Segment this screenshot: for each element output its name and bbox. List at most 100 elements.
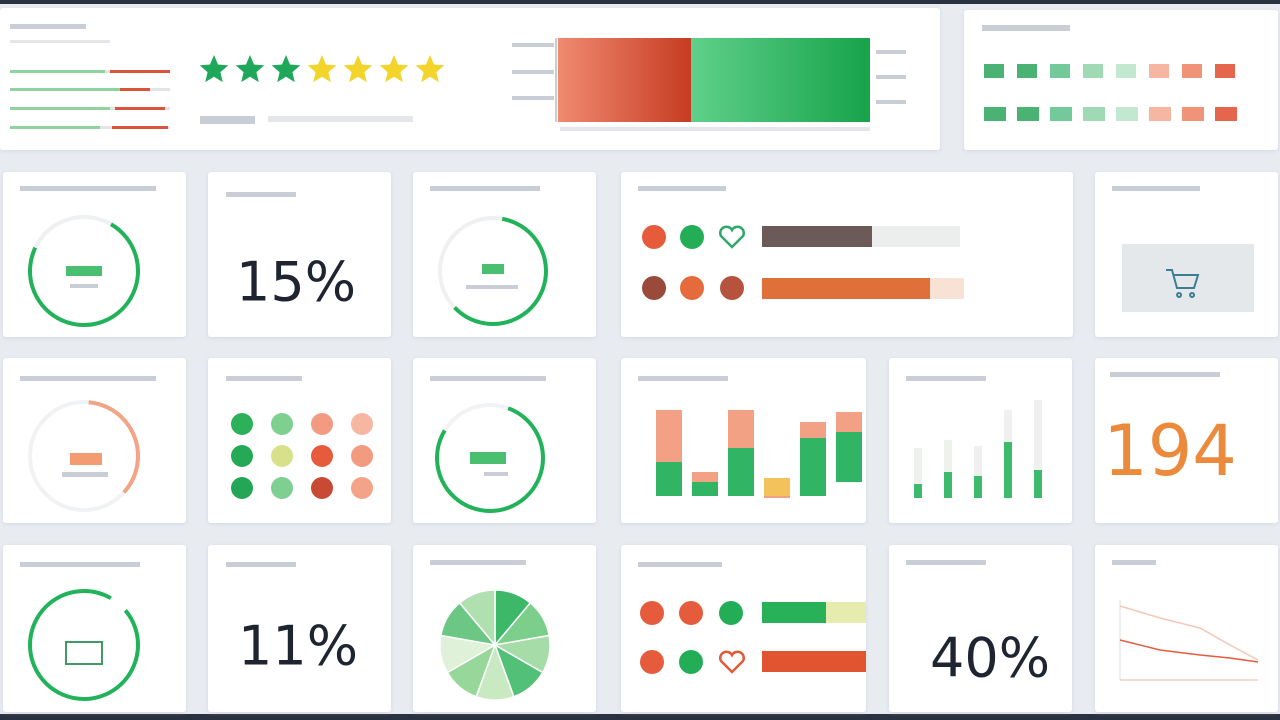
placeholder [638,376,728,381]
decor-circle [640,650,664,674]
decor-rect [800,422,826,438]
decor-rect [1149,107,1171,121]
decor-rect [0,0,1280,4]
card [621,172,1073,337]
decor-circle [28,215,140,327]
decor-rect [1215,64,1235,78]
decor-g [10,70,170,129]
decor-polyline [1119,639,1259,663]
decor-g [656,410,862,498]
decor-rect [1017,64,1037,78]
placeholder [10,24,86,29]
decor-circle [680,225,704,249]
decor-rect [1083,64,1103,78]
placeholder [1110,372,1220,377]
decor-circle [271,413,293,435]
decor-rect [974,476,982,498]
decor-rect [1034,470,1042,498]
card [889,545,1072,712]
decor-path [719,650,745,674]
decor-rect [914,448,922,498]
decor-rect [762,226,872,247]
decor-rect [1182,64,1202,78]
decor-rect [1050,107,1072,121]
decor-rect [1149,64,1169,78]
decor-rect [10,126,100,129]
decor-circle [28,589,140,701]
decor-rect [944,472,952,498]
decor-circle [679,601,703,625]
placeholder [62,472,108,477]
kpi-value: 15% [236,251,356,314]
placeholder [484,472,508,476]
decor-path [1166,269,1200,298]
placeholder [638,186,726,191]
decor-rect [692,482,718,496]
decor-rect [120,88,150,91]
decor-circle [311,445,333,467]
decor-circle [680,276,704,300]
decor-circle [438,216,548,326]
decor-circle [640,601,664,625]
placeholder [268,116,413,122]
decor-circle [435,403,545,513]
decor-rect [1034,400,1042,498]
placeholder [430,186,540,191]
card [3,172,186,337]
placeholder [430,376,546,381]
card [621,545,866,712]
kpi-value: 40% [930,627,1050,690]
decor-rect [1050,64,1070,78]
decor-rect [1017,107,1039,121]
decor-g [231,413,373,499]
decor-rect [800,438,826,496]
decor-rect [656,462,682,496]
placeholder [876,50,906,54]
kpi-value: 194 [1103,410,1237,492]
placeholder [10,40,110,43]
placeholder [20,376,156,381]
decor-rect [974,446,982,498]
decor-circle [642,225,666,249]
placeholder [1112,560,1156,565]
decor-path [379,55,409,83]
decor-g [914,400,1042,498]
placeholder [560,127,870,131]
decor-rect [65,641,103,665]
decor-rect [692,472,718,482]
decor-rect [1182,107,1204,121]
decor-path [235,55,265,83]
decor-rect [984,107,1006,121]
decor-circle [231,445,253,467]
decor-rect [1215,107,1237,121]
decor-circle [351,413,373,435]
decor-rect [944,440,952,498]
placeholder [512,96,554,100]
decor-g [199,55,445,83]
decor-rect [1116,107,1138,121]
decor-rect [115,107,165,110]
placeholder [512,70,554,74]
decor-circle [720,276,744,300]
decor-circle [231,477,253,499]
decor-path [271,55,301,83]
placeholder [876,100,906,104]
decor-rect [762,651,866,672]
decor-circle [311,477,333,499]
decor-rect [70,453,102,465]
card [889,358,1072,523]
placeholder [200,116,255,124]
decor-circle [351,477,373,499]
decor-circle [311,413,333,435]
decor-path [719,225,745,249]
decor-rect [656,410,682,462]
decor-rect [984,64,1004,78]
placeholder [70,284,98,288]
decor-rect [1004,442,1012,498]
decor-rect [1116,64,1136,78]
placeholder [638,562,722,567]
placeholder [466,285,518,289]
decor-rect [762,278,930,299]
